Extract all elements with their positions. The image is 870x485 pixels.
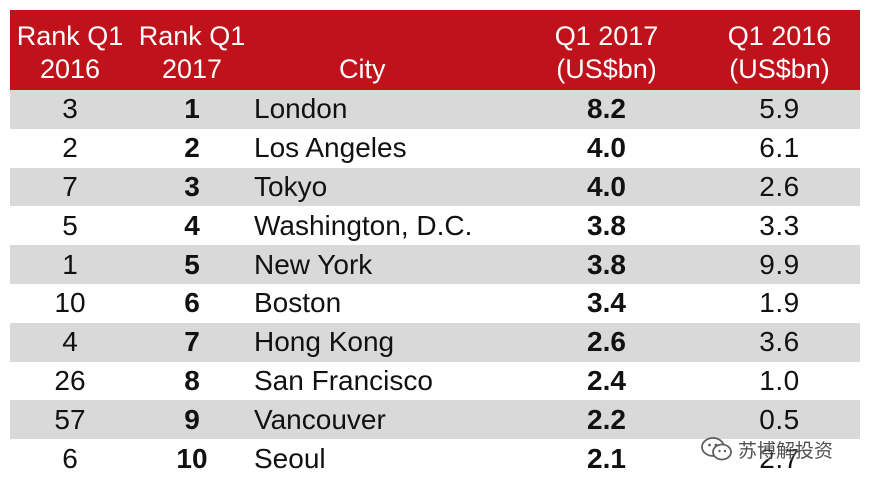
cell-rank-2016: 3 [62,93,78,125]
cell-rank-2016: 7 [62,170,78,202]
header-rank-2017-line-2: 2017 [161,54,223,84]
header-q1-2016: Q1 2016 (US$bn) [699,10,860,90]
cell-rank-2017: 5 [184,248,200,280]
city-investment-ranking-table: Rank Q1 2016 Rank Q1 2017 City Q1 2017 (… [10,10,860,478]
cell-rank-2016: 2 [62,132,78,164]
cell-q1-2016: 1.9 [759,287,800,319]
ranking-table-container: Rank Q1 2016 Rank Q1 2017 City Q1 2017 (… [10,10,860,478]
cell-q1-2016: 1.0 [759,364,800,396]
cell-rank-2016: 5 [62,209,78,241]
cell-city: Los Angeles [254,132,407,164]
cell-q1-2017: 2.1 [587,442,626,474]
cell-rank-2017: 9 [184,403,200,435]
cell-q1-2016: 6.1 [759,132,800,164]
cell-q1-2017: 4.0 [587,132,626,164]
header-q1-2016-line-2: (US$bn) [729,54,830,84]
cell-q1-2016: 2.6 [759,170,800,202]
cell-rank-2017: 8 [184,364,200,396]
cell-rank-2016: 57 [54,403,86,435]
cell-q1-2017: 2.4 [587,364,626,396]
cell-q1-2016: 5.9 [759,93,800,125]
watermark: 苏博解投资 [700,432,860,466]
watermark-text: 苏博解投资 [738,439,834,462]
cell-rank-2016: 1 [62,248,78,280]
cell-rank-2016: 10 [54,287,86,319]
cell-rank-2017: 7 [184,326,200,358]
header-rank-2016: Rank Q1 2016 [10,10,130,90]
table-row: 57 9 Vancouver 2.2 0.5 [10,400,860,440]
table-row: 10 6 Boston 3.4 1.9 [10,283,860,323]
header-city: City [254,10,514,90]
cell-city: Tokyo [254,170,328,202]
cell-rank-2017: 10 [176,442,208,474]
header-q1-2016-line-1: Q1 2016 [727,21,832,51]
cell-rank-2017: 3 [184,170,200,202]
cell-rank-2017: 2 [184,132,200,164]
cell-rank-2017: 4 [184,209,200,241]
cell-q1-2017: 4.0 [587,170,626,202]
cell-q1-2016: 3.6 [759,326,800,358]
header-city-line-1: City [339,54,386,84]
table-body: 3 1 London 8.2 5.9 2 2 Los Angeles 4.0 6.1 7 3 Tokyo… [10,90,860,478]
wechat-icon [701,437,732,461]
table-row: 5 4 Washington, D.C. 3.8 3.3 [10,206,860,246]
cell-city: Washington, D.C. [254,209,473,241]
table-row: 1 5 New York 3.8 9.9 [10,245,860,284]
cell-q1-2016: 3.3 [759,209,800,241]
cell-rank-2017: 6 [184,287,200,319]
table-header: Rank Q1 2016 Rank Q1 2017 City Q1 2017 (… [10,10,860,90]
header-rank-2016-line-2: 2016 [39,54,101,84]
cell-city: San Francisco [254,364,433,396]
cell-q1-2016: 9.9 [759,248,800,280]
table-row: 3 1 London 8.2 5.9 [10,90,860,129]
cell-q1-2017: 3.8 [587,209,626,241]
header-q1-2017-line-1: Q1 2017 [554,21,659,51]
table-row: 7 3 Tokyo 4.0 2.6 [10,167,860,207]
cell-rank-2016: 6 [62,442,78,474]
cell-city: London [254,93,348,125]
header-q1-2017: Q1 2017 (US$bn) [514,10,699,90]
cell-rank-2017: 1 [184,93,200,125]
cell-city: Vancouver [254,403,386,435]
table-row: 26 8 San Francisco 2.4 1.0 [10,361,860,401]
header-rank-2017-line-1: Rank Q1 [138,21,246,51]
header-q1-2017-line-2: (US$bn) [556,54,657,84]
cell-q1-2017: 2.6 [587,326,626,358]
cell-q1-2017: 3.8 [587,248,626,280]
cell-rank-2016: 26 [54,364,86,396]
cell-q1-2017: 8.2 [587,93,626,125]
header-rank-2016-line-1: Rank Q1 [16,21,124,51]
cell-q1-2017: 3.4 [587,287,626,319]
cell-city: Boston [254,287,342,319]
cell-city: Seoul [254,442,326,474]
cell-city: New York [254,248,373,280]
header-rank-2017: Rank Q1 2017 [130,10,254,90]
cell-city: Hong Kong [254,326,395,358]
table-row: 4 7 Hong Kong 2.6 3.6 [10,322,860,362]
cell-rank-2016: 4 [62,326,78,358]
cell-q1-2017: 2.2 [587,403,626,435]
cell-q1-2016: 2.7 [759,442,800,474]
header-row: Rank Q1 2016 Rank Q1 2017 City Q1 2017 (… [10,10,860,90]
cell-q1-2016: 0.5 [759,403,800,435]
table-row: 2 2 Los Angeles 4.0 6.1 [10,128,860,168]
